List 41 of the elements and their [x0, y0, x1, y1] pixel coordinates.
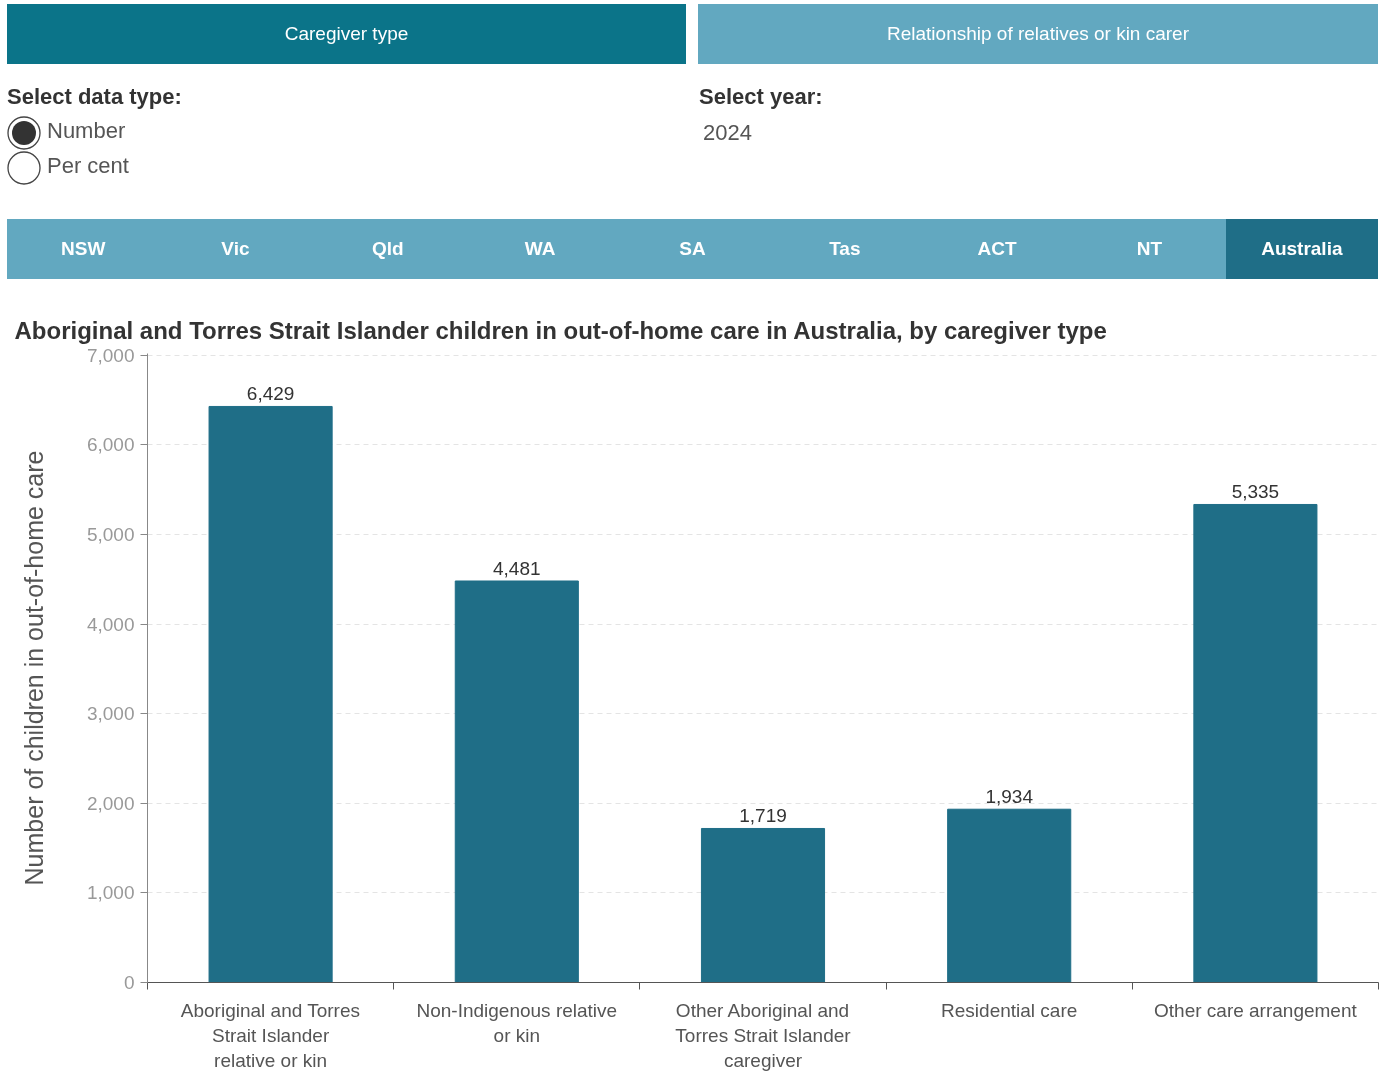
bar: [454, 580, 579, 983]
tab: SA: [616, 219, 769, 279]
tab: Relationship of relatives or kin carer: [698, 4, 1378, 64]
bar: [947, 808, 1072, 983]
data-label: 1,934: [985, 786, 1034, 808]
data-label: 6,429: [246, 383, 295, 405]
text: Number: [47, 118, 126, 144]
tab: WA: [464, 219, 617, 279]
data-label: 1,719: [739, 805, 787, 827]
text: 2024: [703, 120, 752, 146]
text: Per cent: [47, 153, 129, 179]
tab: Vic: [159, 219, 312, 279]
tab: NT: [1073, 219, 1226, 279]
y-tick-label: 7,000: [86, 344, 135, 366]
y-axis-title: Number of children in out-of-home care: [19, 450, 48, 886]
x-tick-label: Non-Indigenous relative or kin: [416, 999, 618, 1046]
tab-selected: Caregiver type: [7, 4, 686, 64]
y-tick-label: 3,000: [86, 703, 135, 725]
bar: [1193, 503, 1318, 983]
x-tick-label: Other care arrangement: [1154, 999, 1358, 1021]
tab: NSW: [7, 219, 160, 279]
y-tick-label: 2,000: [86, 792, 135, 814]
x-tick-label: Aboriginal and Torres Strait Islander relative or kin: [180, 999, 361, 1071]
y-tick-label: 0: [123, 972, 135, 993]
text: Select year:: [699, 84, 823, 110]
tab: Qld: [311, 219, 464, 279]
y-tick-label: 1,000: [86, 882, 135, 904]
x-tick-label: Residential care: [941, 999, 1078, 1021]
y-tick-label: 6,000: [86, 434, 135, 456]
chart-title: Aboriginal and Torres Strait Islander children in out-of-home care in Australia, by caregiver type: [14, 316, 1107, 344]
tab: ACT: [921, 219, 1074, 279]
tab: Tas: [768, 219, 921, 279]
y-tick-label: 4,000: [86, 613, 135, 635]
bar: [700, 827, 826, 983]
text: Select data type:: [7, 84, 182, 110]
tab-selected: Australia: [1225, 219, 1378, 279]
data-label: 4,481: [493, 558, 541, 579]
data-label: 5,335: [1231, 481, 1280, 503]
x-tick-label: Other Aboriginal and Torres Strait Islander caregiver: [675, 999, 852, 1071]
y-tick-label: 5,000: [86, 523, 135, 545]
bar: [208, 405, 333, 983]
